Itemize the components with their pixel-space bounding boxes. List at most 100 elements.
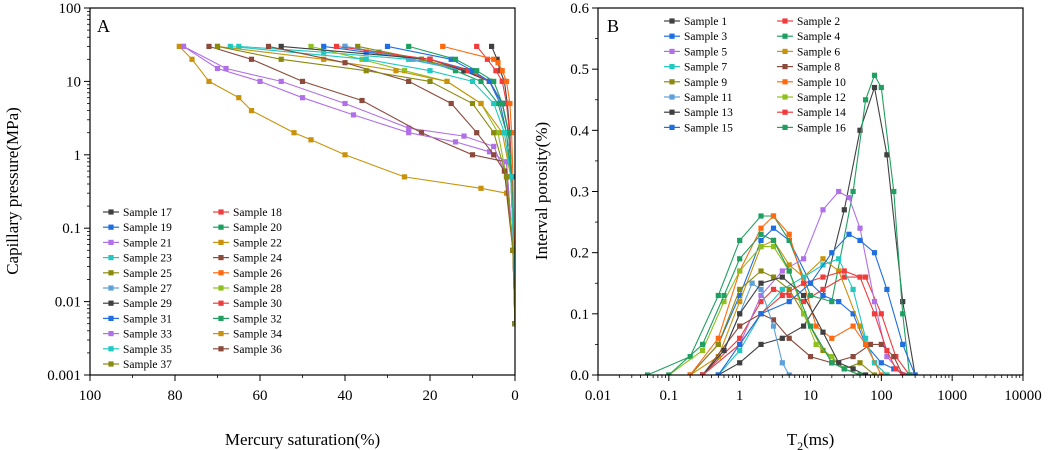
legend-marker (108, 270, 114, 276)
legend-item-sample-21: Sample 21 (103, 237, 172, 249)
y-tick-label: 0.1 (570, 307, 589, 323)
data-point (350, 112, 357, 118)
legend-item-sample-2: Sample 2 (777, 16, 840, 28)
legend-label: Sample 17 (123, 207, 172, 219)
series-sample-16 (666, 231, 863, 375)
legend-label: Sample 4 (797, 31, 840, 43)
legend-label: Sample 20 (233, 222, 282, 234)
legend-item-sample-19: Sample 19 (103, 222, 172, 234)
data-point (878, 341, 884, 347)
data-point (836, 268, 842, 274)
data-point (801, 274, 807, 280)
legend-item-sample-7: Sample 7 (664, 62, 727, 74)
data-point (236, 43, 242, 49)
data-point (503, 100, 510, 107)
data-point (786, 237, 792, 243)
data-point (495, 100, 501, 107)
data-point (737, 286, 743, 292)
series-line-sample-27 (344, 45, 515, 324)
data-point (491, 78, 497, 84)
data-point (465, 68, 471, 74)
data-point (321, 43, 327, 49)
legend-item-sample-18: Sample 18 (213, 207, 282, 219)
data-point (512, 321, 515, 327)
legend-item-sample-12: Sample 12 (777, 92, 846, 104)
data-point (779, 286, 785, 292)
data-point (499, 68, 505, 74)
data-point (278, 56, 284, 62)
series-sample-25 (355, 43, 515, 327)
data-point (448, 56, 454, 62)
data-point (857, 360, 863, 366)
data-point (401, 174, 408, 180)
data-point (715, 335, 721, 341)
legend-label: Sample 5 (684, 46, 727, 58)
legend-marker (782, 94, 788, 100)
data-point (857, 127, 863, 133)
data-point (474, 130, 480, 136)
data-point (491, 130, 497, 136)
data-point (871, 250, 878, 256)
data-point (801, 311, 807, 317)
legend-label: Sample 35 (123, 344, 172, 356)
data-point (393, 68, 399, 74)
legend-label: Sample 27 (123, 283, 172, 295)
data-point (489, 43, 495, 49)
y-tick-label: 0.1 (62, 221, 81, 237)
legend-marker (669, 94, 675, 100)
panel-b-t2-distribution-chart: 0.01 0.1 1 10 100 1000 10000 0.0 0.1 0.2 0.3 0.4 0.5… (532, 1, 1042, 450)
data-point (884, 347, 890, 354)
legend-marker (108, 346, 114, 352)
data-point (687, 354, 693, 360)
legend-marker (108, 285, 114, 291)
legend-marker (108, 209, 114, 215)
data-point (493, 68, 499, 74)
legend-marker (669, 33, 675, 39)
data-point (448, 100, 454, 107)
legend-item-sample-23: Sample 23 (103, 253, 172, 265)
data-point (180, 43, 187, 49)
data-point (278, 43, 284, 49)
series-sample-37 (214, 43, 515, 327)
legend-label: Sample 18 (233, 207, 282, 219)
panel-a-capillary-pressure-chart: 100 80 60 40 20 0 0.001 0.01 0.1 1 10 100 A Mercury s… (3, 1, 519, 449)
data-point (758, 311, 764, 317)
data-point (236, 95, 242, 101)
data-point (507, 100, 513, 107)
legend-marker (218, 239, 224, 245)
data-point (770, 237, 777, 243)
legend-marker (108, 331, 114, 337)
series-line-sample-22 (178, 46, 515, 324)
data-point (836, 360, 842, 366)
legend-label: Sample 8 (797, 62, 840, 74)
data-point (900, 311, 906, 317)
legend-item-sample-4: Sample 4 (777, 31, 840, 43)
legend-label: Sample 28 (233, 283, 282, 295)
data-point (779, 335, 785, 341)
data-point (820, 207, 826, 213)
data-point (829, 354, 835, 360)
legend-label: Sample 25 (123, 268, 172, 280)
data-point (863, 341, 869, 347)
data-point (223, 65, 229, 72)
data-point (687, 372, 693, 375)
data-point (406, 78, 412, 84)
data-point (820, 274, 826, 280)
data-point (461, 133, 467, 139)
legend-label: Sample 34 (233, 329, 282, 341)
series-line-sample-28 (310, 45, 515, 324)
data-point (841, 207, 847, 213)
y-axis-label: Capillary pressure(MPa) (3, 107, 22, 275)
y-tick-label: 0.0 (570, 368, 589, 384)
legend-item-sample-3: Sample 3 (664, 31, 727, 43)
data-point (257, 78, 263, 84)
data-point (770, 244, 777, 250)
data-point (770, 286, 777, 292)
data-point (850, 311, 856, 317)
series-sample-29 (278, 43, 515, 327)
data-point (478, 78, 484, 84)
data-point (461, 68, 467, 74)
data-point (406, 125, 412, 131)
data-point (406, 130, 412, 136)
data-point (469, 68, 476, 74)
